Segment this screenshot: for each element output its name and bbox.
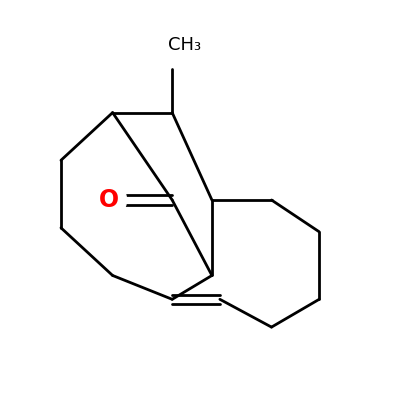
Text: O: O: [98, 188, 119, 212]
Circle shape: [91, 182, 126, 218]
Bar: [156, 33, 212, 61]
Text: CH₃: CH₃: [168, 36, 201, 54]
